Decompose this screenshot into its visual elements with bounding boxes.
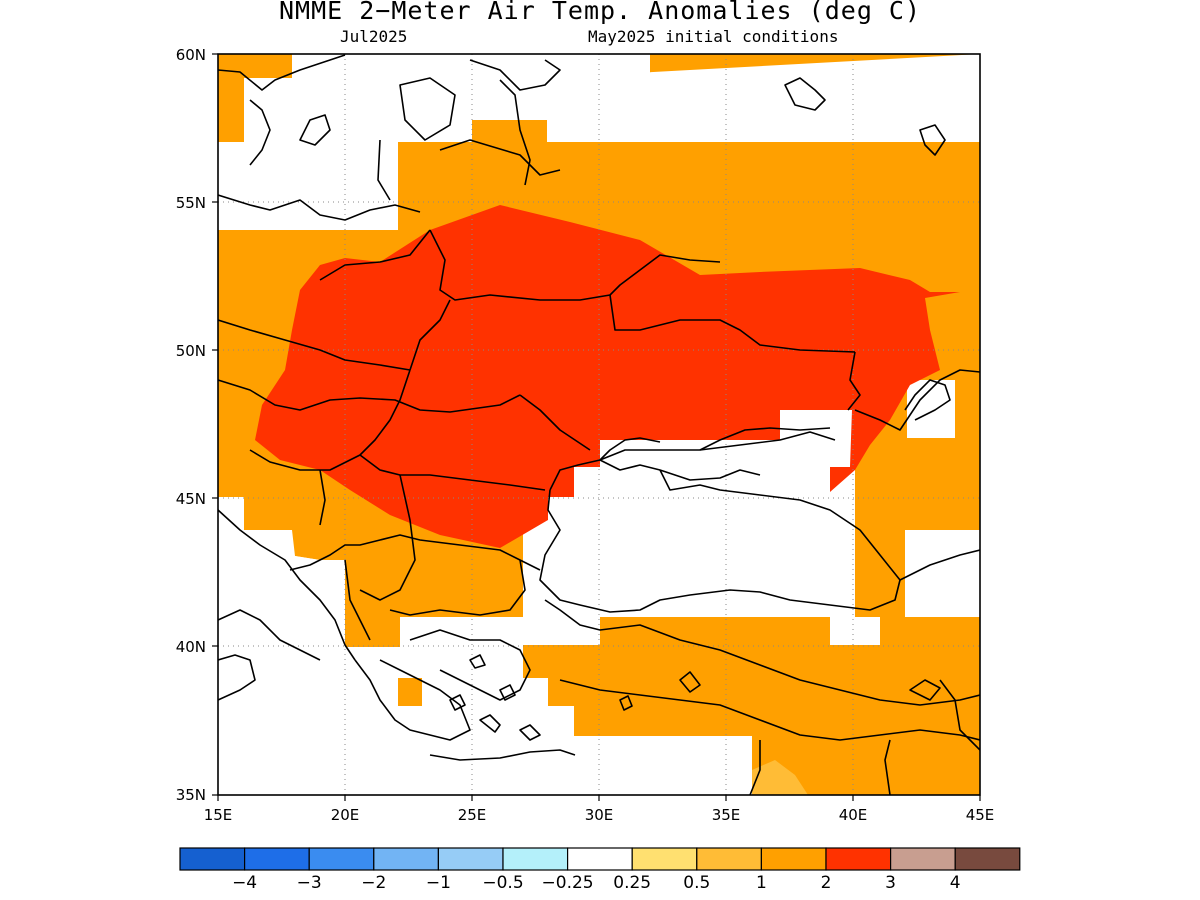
- latitude-labels: 35N 40N 45N 50N 55N 60N: [176, 46, 206, 804]
- colorbar-swatch: [760, 847, 827, 871]
- chart-title: NMME 2−Meter Air Temp. Anomalies (deg C): [278, 0, 922, 25]
- lat-tick-label: 60N: [176, 46, 206, 64]
- colorbar-label: 3: [885, 873, 896, 893]
- colorbar-swatch: [308, 847, 375, 871]
- colorbar: [179, 847, 1021, 871]
- colorbar-label: −3: [297, 873, 322, 893]
- lon-tick-label: 35E: [712, 806, 741, 824]
- lat-tick-label: 35N: [176, 786, 206, 804]
- colorbar-label: −1: [426, 873, 451, 893]
- lon-tick-label: 15E: [204, 806, 233, 824]
- anomaly-2-to-3-region: [255, 205, 960, 548]
- colorbar-label: −2: [361, 873, 386, 893]
- colorbar-swatch: [954, 847, 1021, 871]
- lon-tick-label: 25E: [458, 806, 487, 824]
- lat-tick-label: 40N: [176, 638, 206, 656]
- colorbar-swatch: [179, 847, 246, 871]
- colorbar-label: 0.5: [683, 873, 710, 893]
- anomaly-1-to-2-patches: [244, 497, 880, 706]
- lat-tick-label: 45N: [176, 490, 206, 508]
- colorbar-swatch: [437, 847, 504, 871]
- colorbar-swatch: [631, 847, 698, 871]
- below-threshold-areas: [218, 54, 955, 795]
- longitude-labels: 15E 20E 25E 30E 35E 40E 45E: [204, 806, 995, 824]
- colorbar-label: −0.5: [482, 873, 523, 893]
- colorbar-swatch: [566, 847, 633, 871]
- anomaly-0.5-to-1-region: [752, 760, 808, 795]
- graticule: [218, 54, 980, 795]
- forecast-month: Jul2025: [340, 27, 408, 46]
- lon-tick-label: 20E: [331, 806, 360, 824]
- colorbar-swatch: [696, 847, 762, 871]
- coastlines-and-borders: [218, 54, 980, 795]
- colorbar-swatch: [373, 847, 439, 871]
- lon-tick-label: 45E: [966, 806, 995, 824]
- colorbar-label: 2: [821, 873, 832, 893]
- lat-tick-label: 50N: [176, 342, 206, 360]
- anomaly-field: [218, 54, 980, 795]
- colorbar-label: 1: [756, 873, 767, 893]
- colorbar-labels: −4 −3 −2 −1 −0.5 −0.25 0.25 0.5 1 2 3 4: [232, 873, 961, 893]
- colorbar-label: −0.25: [542, 873, 594, 893]
- colorbar-swatch: [889, 847, 956, 871]
- colorbar-swatch: [825, 847, 892, 871]
- tick-marks: [212, 53, 981, 801]
- colorbar-label: −4: [232, 873, 257, 893]
- initial-conditions: May2025 initial conditions: [588, 27, 839, 46]
- colorbar-swatch: [244, 847, 310, 871]
- lat-tick-label: 55N: [176, 194, 206, 212]
- lon-tick-label: 30E: [585, 806, 614, 824]
- colorbar-swatch: [502, 847, 569, 871]
- colorbar-label: 4: [950, 873, 961, 893]
- colorbar-label: 0.25: [613, 873, 651, 893]
- lon-tick-label: 40E: [839, 806, 868, 824]
